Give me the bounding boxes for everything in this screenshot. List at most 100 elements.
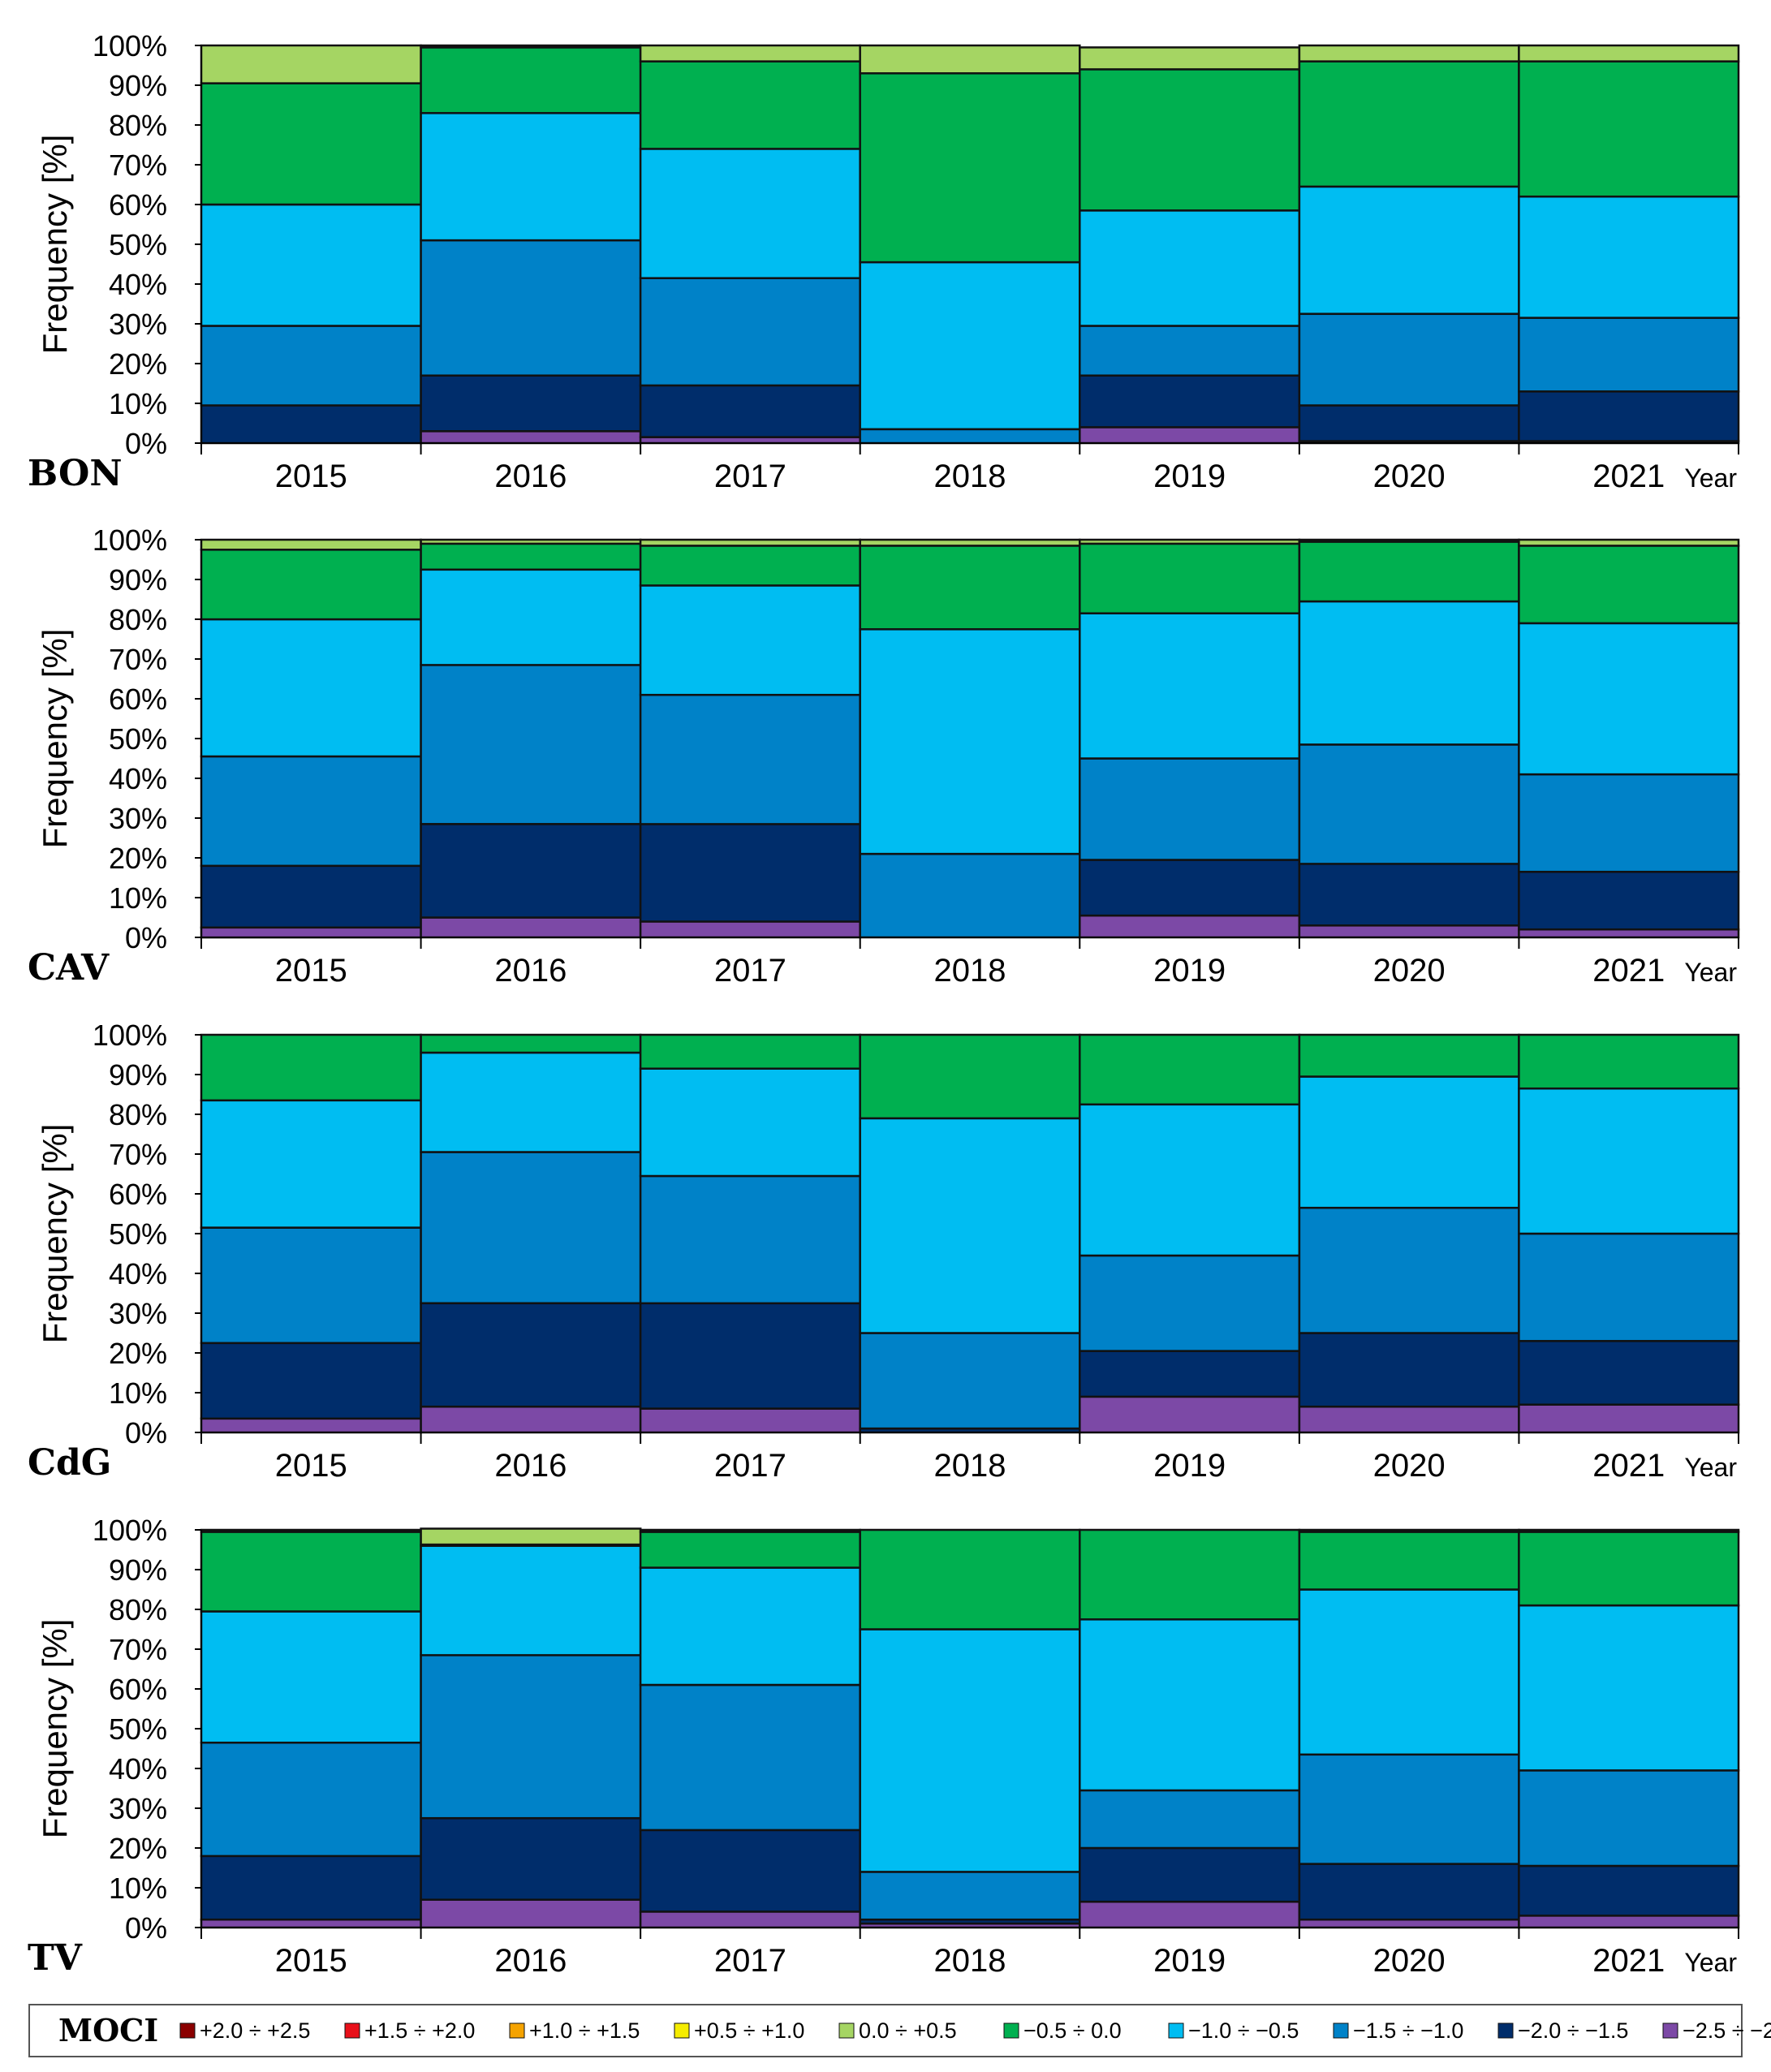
bar-segment-cav-2019 xyxy=(1079,612,1301,760)
bar-segment-bon-2019 xyxy=(1079,325,1301,377)
bar-segment-tv-2015 xyxy=(200,1531,422,1613)
bar-segment-tv-2015 xyxy=(200,1741,422,1858)
bar-segment-tv-2017 xyxy=(639,1531,861,1569)
bar-segment-cav-2017 xyxy=(639,584,861,696)
bar-segment-tv-2016 xyxy=(420,1817,642,1901)
bar-segment-cav-2018 xyxy=(859,628,1081,855)
legend-swatch xyxy=(179,2022,196,2039)
bar-segment-tv-2015 xyxy=(200,1610,422,1744)
bar-segment-tv-2019 xyxy=(1079,1618,1301,1792)
bar-segment-cav-2019 xyxy=(1079,859,1301,917)
legend-entry-label: −2.0 ÷ −1.5 xyxy=(1518,2018,1628,2043)
bar-segment-tv-2020 xyxy=(1298,1918,1520,1929)
legend-entry-label: 0.0 ÷ +0.5 xyxy=(859,2018,957,2043)
bar-segment-cdg-2017 xyxy=(639,1407,861,1434)
y-tick-label: 50% xyxy=(109,1712,167,1746)
bar-segment-cdg-2017 xyxy=(639,1174,861,1305)
y-tick-label: 20% xyxy=(109,347,167,381)
legend-swatch xyxy=(1497,2022,1514,2039)
bar-segment-tv-2018 xyxy=(859,1628,1081,1873)
bar-segment-cdg-2018 xyxy=(859,1033,1081,1120)
x-tick-label: 2017 xyxy=(714,953,786,989)
bar-segment-cav-2016 xyxy=(420,916,642,939)
bar-segment-bon-2020 xyxy=(1298,185,1520,315)
bar-segment-bon-2015 xyxy=(200,404,422,445)
bar-segment-cdg-2015 xyxy=(200,1099,422,1229)
bar-segment-cav-2016 xyxy=(420,823,642,919)
y-tick-label: 30% xyxy=(109,308,167,341)
x-axis-label: Year xyxy=(1684,958,1737,987)
x-tick-label: 2016 xyxy=(494,459,567,494)
bar-segment-cdg-2015 xyxy=(200,1226,422,1345)
legend-swatch xyxy=(1662,2022,1678,2039)
bar-segment-cdg-2018 xyxy=(859,1117,1081,1334)
bar-segment-tv-2020 xyxy=(1298,1528,1520,1533)
y-tick-label: 80% xyxy=(109,109,167,142)
bar-segment-cav-2016 xyxy=(420,568,642,666)
y-tick-label: 0% xyxy=(125,1911,167,1945)
y-tick-label: 90% xyxy=(109,1553,167,1587)
bar-segment-cav-2015 xyxy=(200,549,422,621)
panel-name-tv: TV xyxy=(28,1937,83,1979)
bar-segment-bon-2017 xyxy=(639,384,861,438)
legend-swatch xyxy=(509,2022,525,2039)
bar-segment-bon-2019 xyxy=(1079,46,1301,71)
bar-segment-tv-2018 xyxy=(859,1871,1081,1921)
bar-segment-cdg-2021 xyxy=(1518,1232,1740,1342)
x-tick-label: 2015 xyxy=(275,1943,347,1979)
panel-name-bon: BON xyxy=(28,453,123,494)
legend-swatch xyxy=(1003,2022,1019,2039)
bar-segment-bon-2021 xyxy=(1518,390,1740,442)
legend-entry-label: +1.0 ÷ +1.5 xyxy=(529,2018,640,2043)
x-tick-label: 2018 xyxy=(934,459,1006,494)
bar-segment-cav-2015 xyxy=(200,618,422,758)
y-tick-label: 30% xyxy=(109,1297,167,1330)
bar-segment-bon-2019 xyxy=(1079,68,1301,212)
x-tick-label: 2016 xyxy=(494,1943,567,1979)
bar-segment-bon-2019 xyxy=(1079,374,1301,429)
bar-segment-cav-2020 xyxy=(1298,541,1520,603)
legend-title: MOCI xyxy=(58,2012,158,2048)
bar-segment-cav-2015 xyxy=(200,538,422,551)
bar-segment-bon-2018 xyxy=(859,72,1081,264)
legend-entry-label: −1.0 ÷ −0.5 xyxy=(1188,2018,1299,2043)
legend-swatch xyxy=(1333,2022,1349,2039)
bar-segment-cav-2019 xyxy=(1079,757,1301,861)
bar-segment-cdg-2016 xyxy=(420,1033,642,1054)
x-tick-label: 2018 xyxy=(934,1943,1006,1979)
bar-segment-cav-2021 xyxy=(1518,538,1740,547)
y-axis-label: Frequency [%] xyxy=(36,1124,74,1344)
y-tick-label: 40% xyxy=(109,268,167,301)
bar-segment-bon-2017 xyxy=(639,148,861,279)
x-tick-label: 2015 xyxy=(275,459,347,494)
bar-segment-cav-2019 xyxy=(1079,542,1301,614)
x-tick-label: 2017 xyxy=(714,1448,786,1484)
y-tick-label: 90% xyxy=(109,69,167,102)
x-tick-label: 2019 xyxy=(1153,459,1226,494)
bar-segment-cav-2020 xyxy=(1298,600,1520,746)
bar-segment-cdg-2021 xyxy=(1518,1340,1740,1406)
bar-segment-cav-2017 xyxy=(639,823,861,923)
x-tick-label: 2021 xyxy=(1592,1943,1665,1979)
bar-segment-cav-2021 xyxy=(1518,622,1740,776)
legend-swatch xyxy=(344,2022,360,2039)
bar-segment-bon-2015 xyxy=(200,44,422,84)
bar-segment-tv-2020 xyxy=(1298,1753,1520,1865)
bar-segment-tv-2017 xyxy=(639,1528,861,1533)
bar-segment-bon-2021 xyxy=(1518,317,1740,393)
x-tick-label: 2018 xyxy=(934,1448,1006,1484)
bar-segment-bon-2016 xyxy=(420,44,642,49)
y-tick-label: 40% xyxy=(109,1257,167,1290)
bar-segment-bon-2021 xyxy=(1518,44,1740,62)
panel-name-cdg: CdG xyxy=(28,1442,111,1484)
bar-segment-bon-2016 xyxy=(420,46,642,114)
bar-segment-tv-2017 xyxy=(639,1566,861,1686)
bar-segment-bon-2016 xyxy=(420,374,642,433)
y-tick-label: 10% xyxy=(109,1376,167,1410)
bar-segment-cav-2017 xyxy=(639,545,861,587)
x-tick-label: 2017 xyxy=(714,1943,786,1979)
bar-segment-bon-2020 xyxy=(1298,60,1520,188)
x-tick-label: 2018 xyxy=(934,953,1006,989)
y-tick-label: 80% xyxy=(109,1098,167,1131)
y-tick-label: 60% xyxy=(109,188,167,222)
